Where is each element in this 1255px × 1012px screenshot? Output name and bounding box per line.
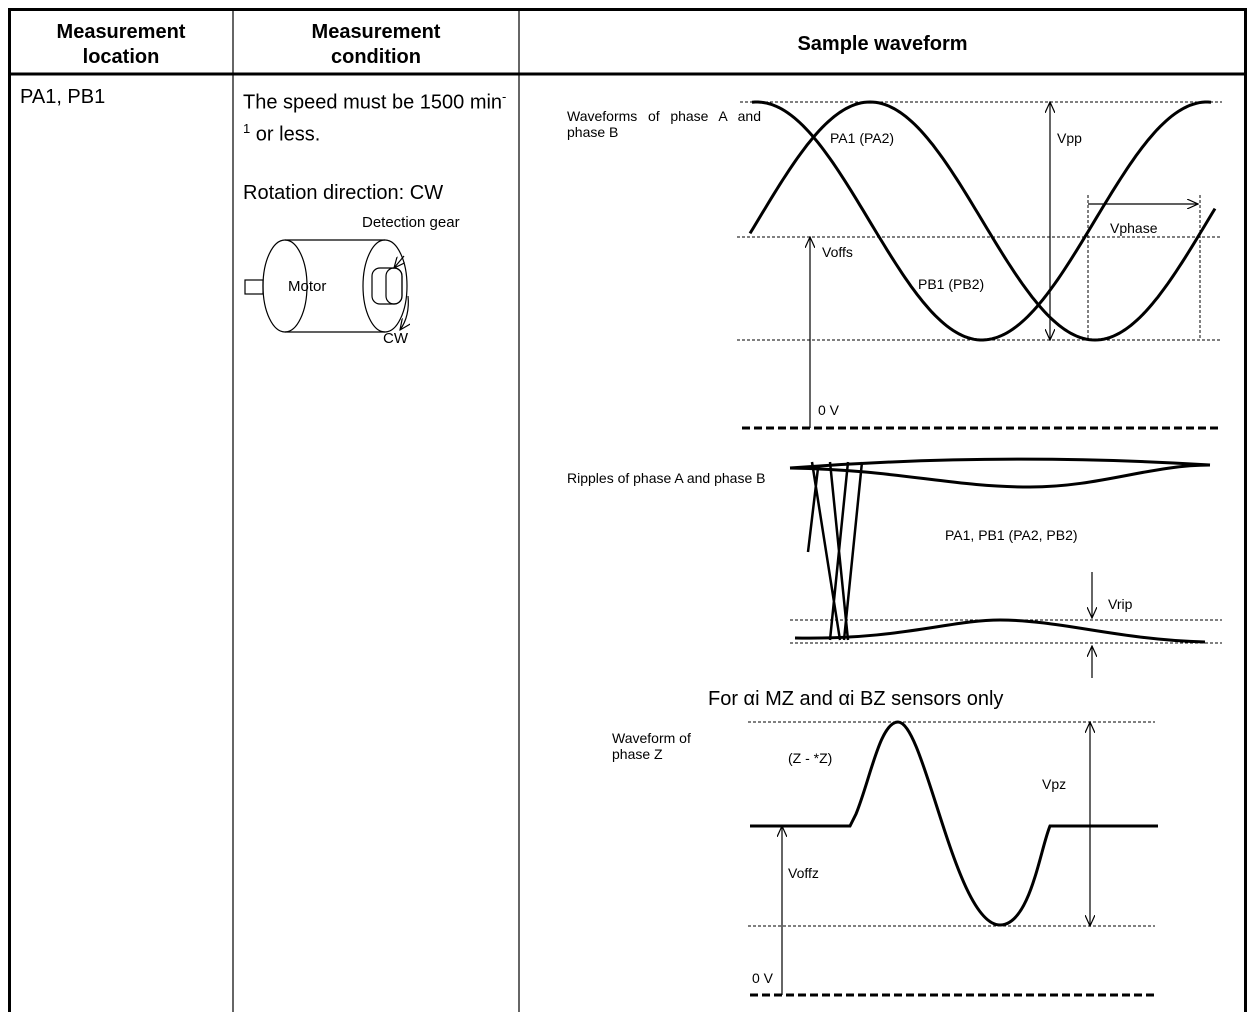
ripple-diagram [789,457,1222,678]
phase-ab-diagram [737,100,1222,430]
diagram-label: 0 V [818,402,840,418]
text: The speed must be 1500 min [243,91,503,114]
diagram-label: PB1 (PB2) [918,276,985,292]
diagram-label: (Z - *Z) [788,750,833,766]
diagram-label: Motor [288,278,327,295]
text: or less. [250,123,321,146]
diagram-label: Detection gear [362,214,460,231]
table-lines [8,8,1247,1012]
diagram-title: Waveform of phase Z [612,730,691,762]
phase-z-diagram [748,720,1158,997]
diagram-label: Voffs [822,244,853,260]
diagram-label: CW [383,330,408,347]
rotation: Rotation direction: CW [243,182,444,204]
diagram-title: Waveforms of phase A and phase B [567,108,761,140]
diagram-label: Vpp [1057,130,1082,146]
diagram-label: PA1 (PA2) [830,130,895,146]
motor-diagram [244,239,408,333]
diagram-label: Voffz [788,865,819,881]
header-cell: Measurement location [56,21,186,68]
diagram-label: Vpz [1042,776,1067,792]
speed-condition: The speed must be 1500 min-1 or less. [243,84,511,147]
exponent: -1 [243,89,507,136]
diagram-title: Ripples of phase A and phase B [567,470,766,486]
diagram-label: 0 V [752,970,774,986]
header-cell: Sample waveform [797,33,968,55]
diagram-label: Vphase [1110,220,1158,236]
note: For αi MZ and αi BZ sensors only [708,688,1004,710]
diagram-label: PA1, PB1 (PA2, PB2) [945,527,1078,543]
diagram-label: Vrip [1108,596,1133,612]
location: PA1, PB1 [20,86,106,108]
header-cell: Measurement condition [311,21,441,68]
